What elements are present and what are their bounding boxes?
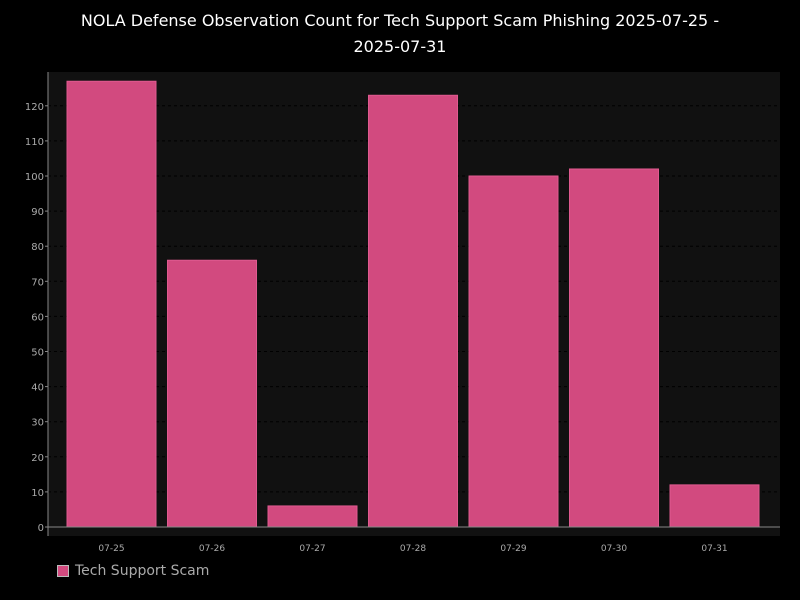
legend-label: Tech Support Scam [75,563,210,579]
y-tick-label: 10 [31,488,44,499]
legend-swatch [57,565,69,577]
x-tick-label: 07-31 [701,544,727,554]
chart-title-line-2: 2025-07-31 [353,37,447,56]
y-tick-label: 120 [25,102,44,113]
bar-07-30 [569,168,659,528]
bar-07-26 [167,259,257,528]
y-tick-label: 40 [31,383,44,394]
y-tick-label: 80 [31,242,44,253]
y-tick-label: 0 [38,523,44,534]
bar-07-28 [368,94,458,528]
y-tick-label: 100 [25,172,44,183]
y-tick-label: 90 [31,207,44,218]
chart-title-line-1: NOLA Defense Observation Count for Tech … [80,11,720,30]
y-tick-label: 60 [31,312,44,323]
x-tick-label: 07-27 [299,544,325,554]
bar-07-25 [66,80,157,528]
x-tick-label: 07-25 [98,544,124,554]
bar-07-27 [267,505,358,528]
x-tick-label: 07-26 [199,544,225,554]
y-tick-label: 110 [25,137,44,148]
y-tick-label: 30 [31,418,44,429]
y-tick-label: 70 [31,277,44,288]
bar-07-29 [468,175,559,528]
x-tick-label: 07-30 [601,544,627,554]
y-tick-label: 50 [31,348,44,359]
y-tick-label: 20 [31,453,44,464]
chart-title: NOLA Defense Observation Count for Tech … [0,8,800,60]
x-tick-label: 07-29 [500,544,526,554]
x-tick-label: 07-28 [400,544,426,554]
legend: Tech Support Scam [57,563,209,579]
bar-07-31 [669,484,760,528]
